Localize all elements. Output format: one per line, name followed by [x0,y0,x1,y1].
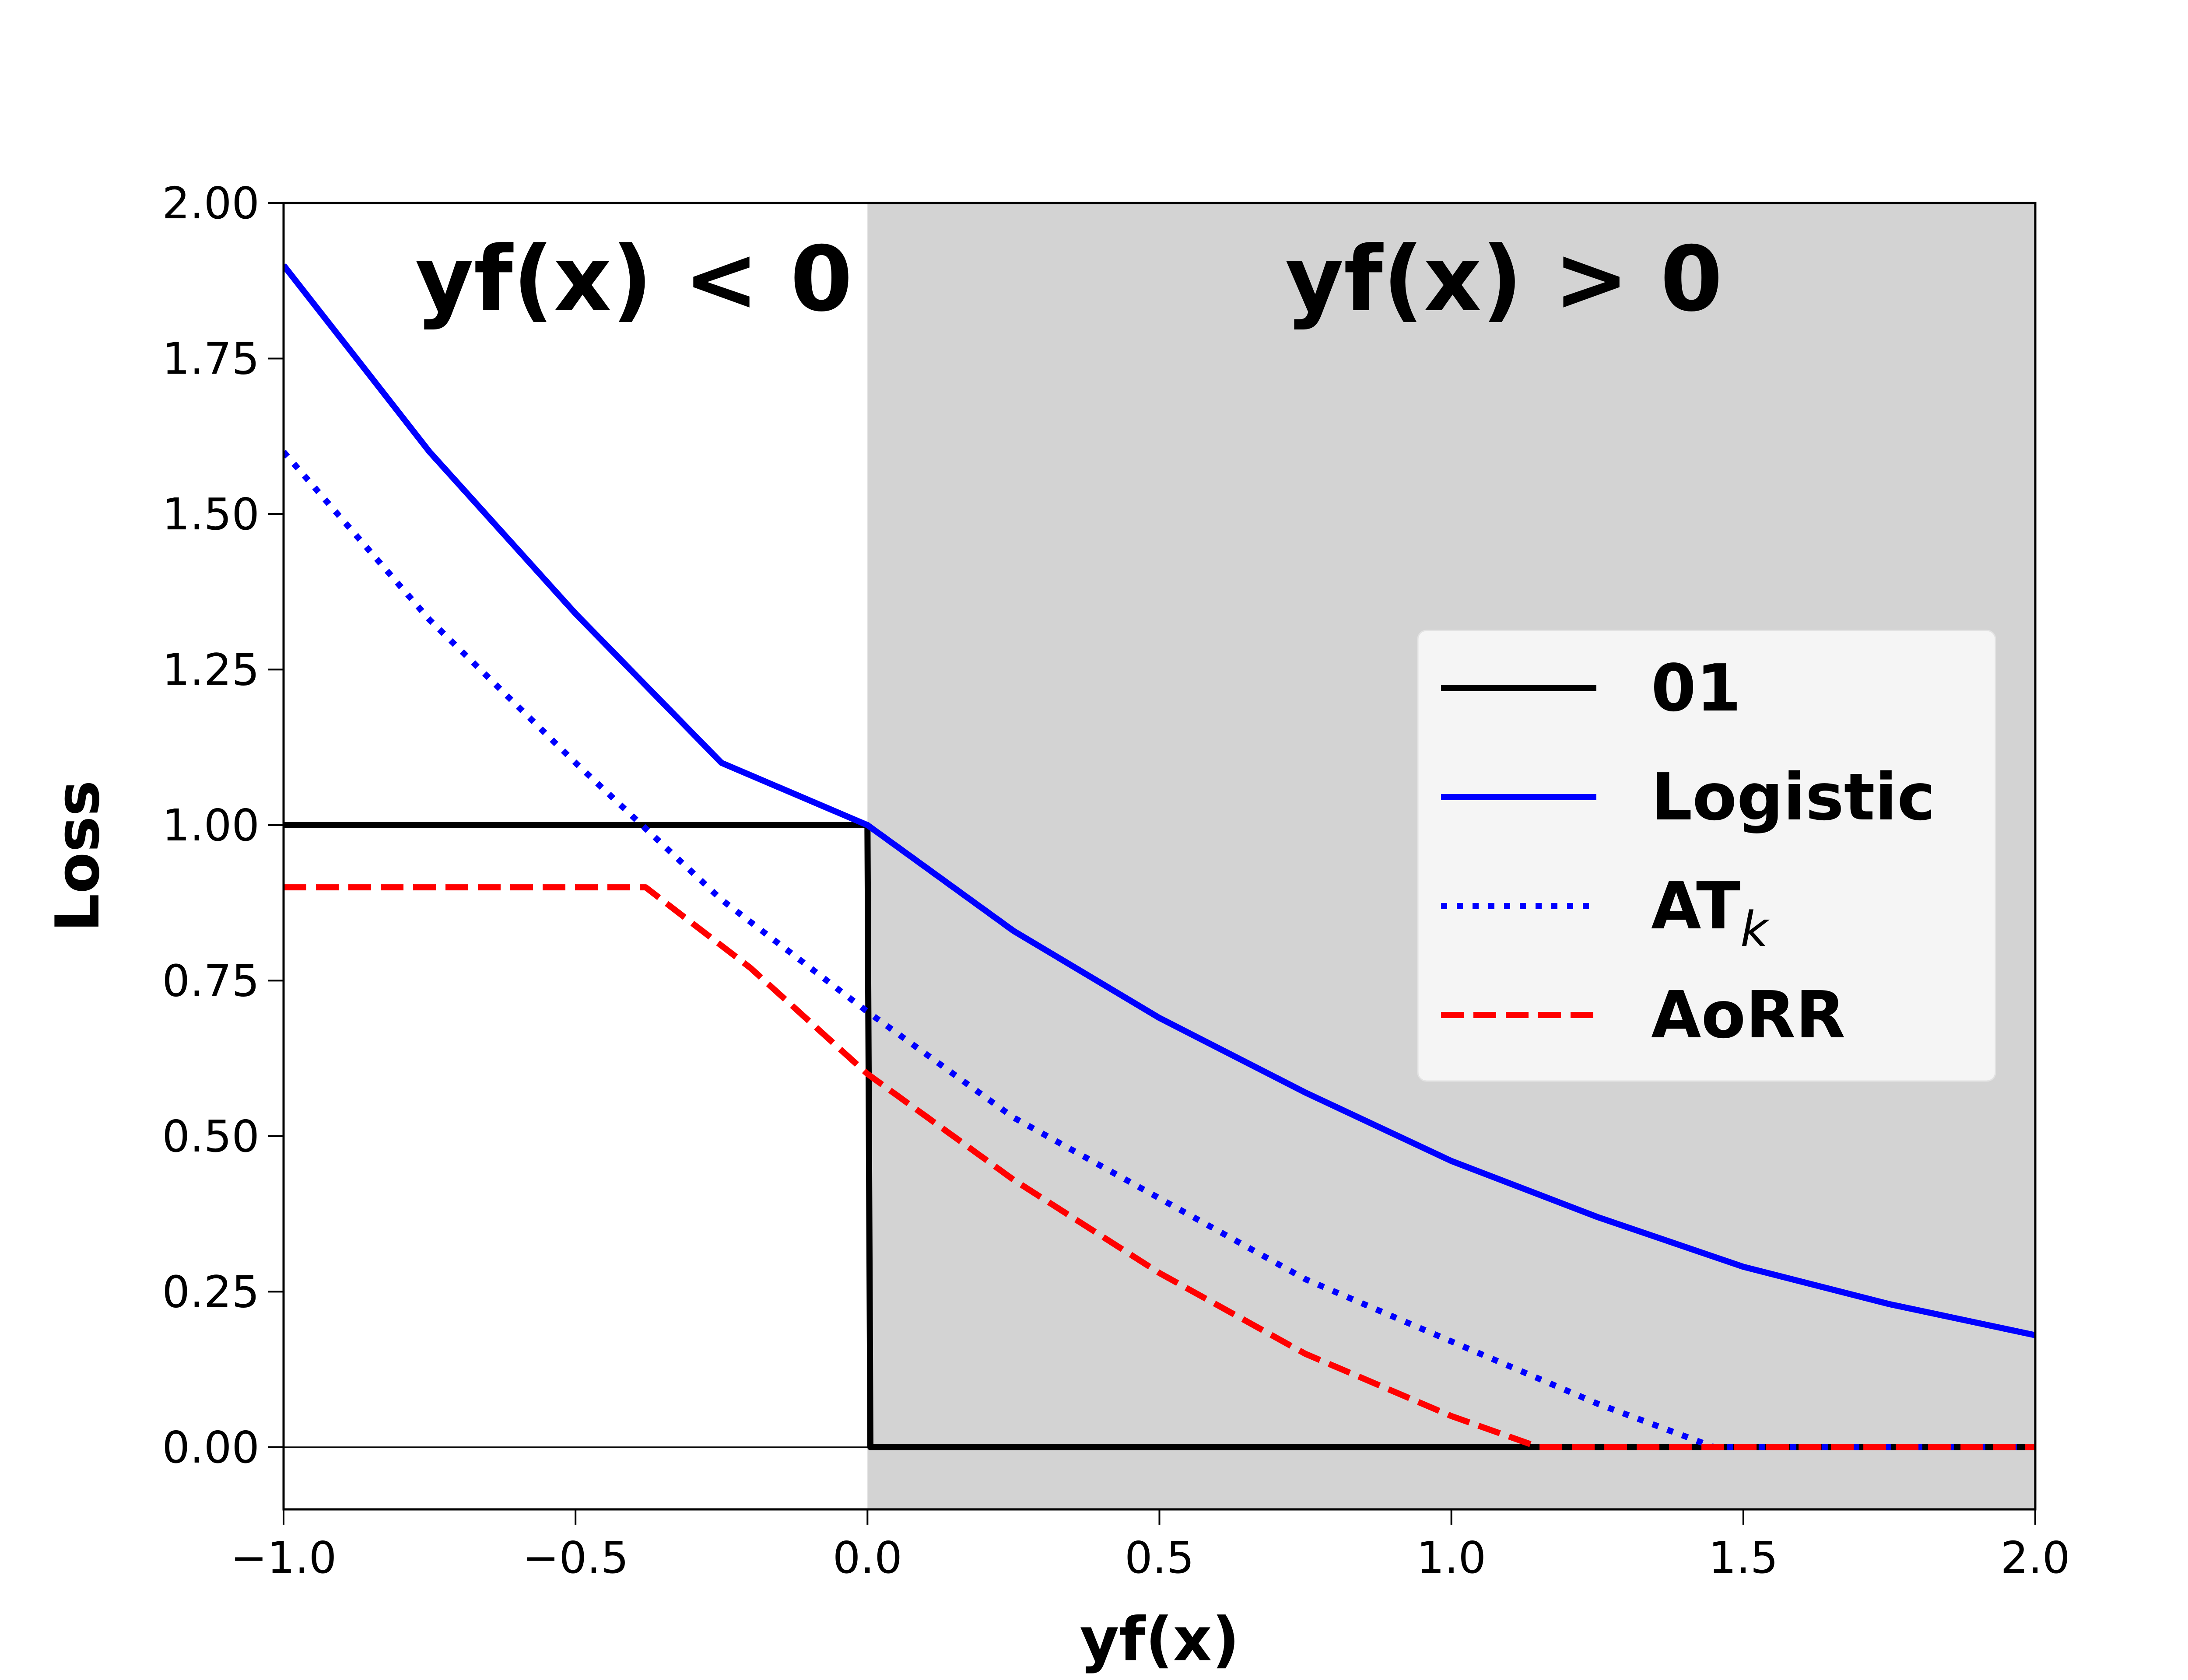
x-tick-label: −0.5 [522,1532,629,1583]
legend-label-01: 01 [1651,651,1741,726]
y-tick-label: 1.25 [162,644,259,695]
x-tick-label: −1.0 [231,1532,337,1583]
series-layer [284,263,2035,1450]
legend-label-logistic: Logistic [1651,760,1936,835]
legend-label-atk-sub: k [1740,901,1770,957]
series-logistic [284,263,2035,1338]
y-tick-label: 0.75 [162,955,259,1006]
legend-label-atk: ATk [1651,868,1770,957]
y-tick-label: 0.25 [162,1266,259,1317]
series-aorr [284,884,2035,1450]
x-tick-label: 0.0 [833,1532,902,1583]
y-tick-label: 1.75 [162,333,259,384]
legend-label-aorr: AoRR [1651,977,1845,1053]
x-tick-label: 0.5 [1125,1532,1194,1583]
x-axis-label: yf(x) [1080,1604,1239,1675]
series-01 [284,822,2035,1450]
legend: 01 Logistic ATk AoRR [1417,630,1996,1082]
x-tick-label: 1.5 [1708,1532,1778,1583]
y-axis-label: Loss [42,780,113,932]
y-axis: 0.00 0.25 0.50 0.75 1.00 1.25 1.50 1.75 2.00 [162,178,284,1473]
region-labels: yf(x) < 0 yf(x) > 0 [415,228,1723,332]
legend-box [1417,630,1996,1082]
y-tick-label: 1.00 [162,800,259,851]
y-tick-label: 2.00 [162,178,259,229]
x-tick-label: 2.0 [2000,1532,2070,1583]
y-tick-label: 0.00 [162,1422,259,1473]
region-label-negative: yf(x) < 0 [415,228,853,332]
x-axis: −1.0 −0.5 0.0 0.5 1.0 1.5 2.0 [231,1509,2070,1583]
y-tick-label: 1.50 [162,489,259,540]
x-tick-label: 1.0 [1417,1532,1486,1583]
region-label-positive: yf(x) > 0 [1285,228,1723,332]
y-tick-label: 0.50 [162,1111,259,1162]
legend-label-atk-base: AT [1651,868,1740,944]
